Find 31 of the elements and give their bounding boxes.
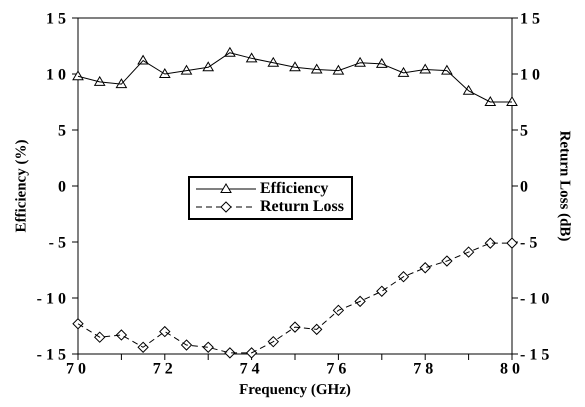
point (376, 286, 388, 297)
y2-tick-label: -10 (520, 290, 554, 308)
point (94, 332, 106, 343)
point (116, 329, 127, 340)
y-tick-label: -5 (48, 234, 70, 252)
x-tick-label: 72 (152, 360, 177, 378)
y-tick-label: 0 (58, 178, 70, 196)
point (420, 262, 431, 274)
y-tick-label: -10 (36, 290, 70, 308)
point (484, 238, 496, 249)
y2-tick-label: 0 (520, 178, 532, 196)
point (354, 296, 366, 307)
point (159, 326, 170, 338)
y2-tick-label: 15 (520, 10, 544, 28)
y2-tick-label: 10 (520, 66, 544, 84)
point (268, 336, 279, 348)
y-tick-label: 10 (46, 66, 70, 84)
x-axis-title: Frequency (GHz) (239, 382, 351, 398)
x-tick-label: 76 (326, 360, 350, 378)
legend-label: Efficiency (260, 180, 328, 198)
y-tick-label: 5 (58, 122, 70, 140)
x-tick-label: 74 (240, 360, 264, 378)
y-axis-title: Efficiency (%) (13, 140, 30, 232)
y2-tick-label: -5 (520, 234, 542, 252)
legend-label: Return Loss (260, 198, 344, 216)
y-tick-label: 15 (46, 10, 70, 28)
y2-axis-title: Return Loss (dB) (556, 130, 573, 242)
x-tick-label: 78 (413, 360, 438, 378)
point (506, 238, 518, 249)
point (202, 342, 214, 353)
y2-tick-label: 5 (520, 122, 532, 140)
